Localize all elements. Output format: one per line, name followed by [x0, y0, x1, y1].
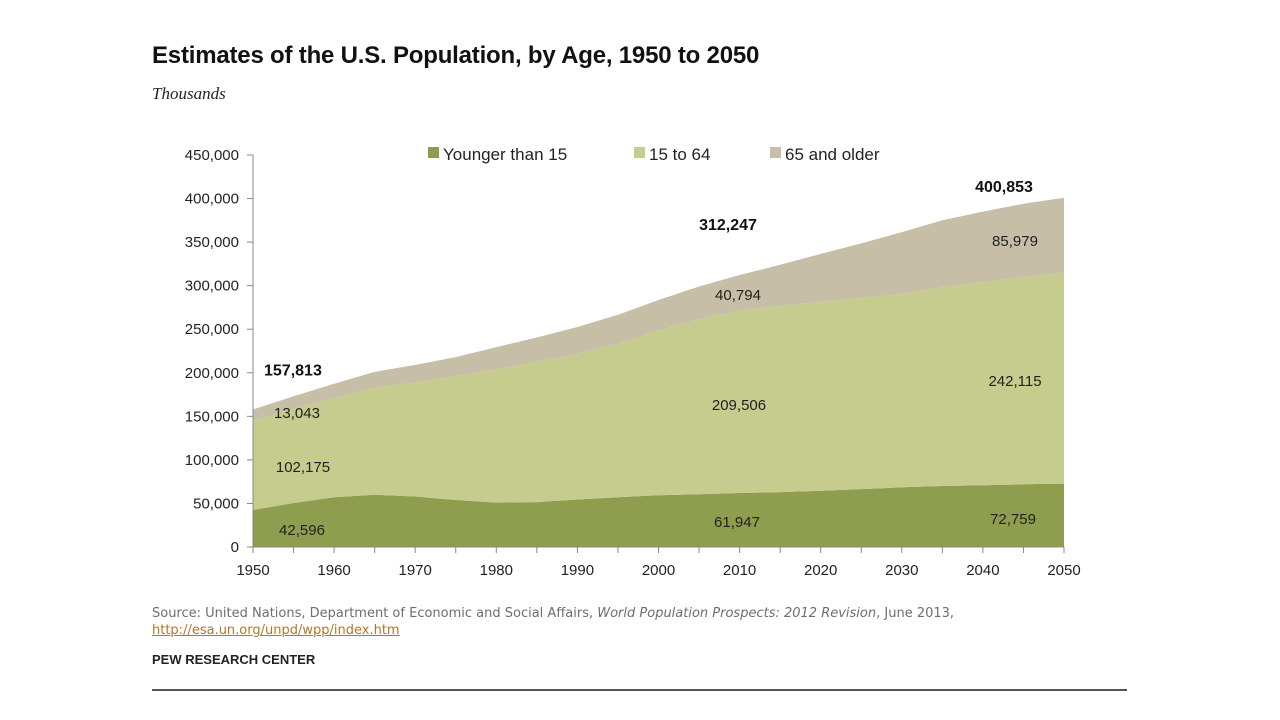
y-tick-label: 200,000 [185, 365, 239, 382]
legend-label-2: 15 to 64 [649, 145, 710, 164]
value-label: 209,506 [712, 397, 766, 414]
x-tick-label: 1970 [399, 562, 432, 579]
y-tick-label: 350,000 [185, 234, 239, 251]
chart-subtitle: Thousands [152, 84, 226, 103]
value-label: 13,043 [274, 405, 320, 422]
y-tick-label: 50,000 [193, 495, 239, 512]
value-label: 42,596 [279, 522, 325, 539]
y-tick-label: 300,000 [185, 278, 239, 295]
y-tick-label: 100,000 [185, 452, 239, 469]
y-tick-label: 450,000 [185, 147, 239, 164]
x-tick-label: 2050 [1047, 562, 1080, 579]
legend-label-1: Younger than 15 [443, 145, 567, 164]
area-series-2 [253, 272, 1064, 510]
legend-swatch-1 [428, 147, 439, 158]
value-label: 85,979 [992, 233, 1038, 250]
y-tick-label: 0 [231, 539, 239, 556]
y-tick-label: 400,000 [185, 191, 239, 208]
total-label: 312,247 [699, 217, 757, 234]
value-label: 72,759 [990, 511, 1036, 528]
x-tick-label: 1990 [561, 562, 594, 579]
value-label: 242,115 [988, 373, 1041, 390]
legend-swatch-2 [634, 147, 645, 158]
x-tick-label: 2010 [723, 562, 756, 579]
x-tick-label: 2020 [804, 562, 837, 579]
source-prefix: Source: United Nations, Department of Ec… [152, 606, 594, 621]
value-label: 61,947 [714, 514, 760, 531]
total-label: 400,853 [975, 179, 1033, 196]
bottom-rule [152, 689, 1127, 691]
source-suffix: , June 2013, [876, 606, 955, 621]
area-series-1 [253, 483, 1064, 547]
x-tick-label: 2000 [642, 562, 675, 579]
x-tick-label: 2030 [885, 562, 918, 579]
total-label: 157,813 [264, 363, 322, 380]
x-tick-label: 1960 [317, 562, 350, 579]
population-area-chart: 0 50,000 100,000 150,000 200,000 250,000 300,0… [185, 145, 1081, 579]
legend-label-3: 65 and older [785, 145, 880, 164]
chart-title: Estimates of the U.S. Population, by Age… [152, 42, 760, 69]
y-tick-label: 150,000 [185, 408, 239, 425]
x-tick-label: 1980 [480, 562, 513, 579]
value-label: 40,794 [715, 287, 761, 304]
legend-swatch-3 [770, 147, 781, 158]
value-label: 102,175 [276, 459, 330, 476]
x-tick-label: 1950 [236, 562, 269, 579]
x-tick-label: 2040 [966, 562, 999, 579]
pew-research-center-brand: PEW RESEARCH CENTER [152, 652, 316, 667]
source-link[interactable]: http://esa.un.org/unpd/wpp/index.htm [152, 623, 400, 638]
source-note: Source: United Nations, Department of Ec… [152, 605, 954, 639]
source-publication: World Population Prospects: 2012 Revisio… [597, 606, 877, 621]
y-tick-label: 250,000 [185, 321, 239, 338]
area-series-3 [253, 197, 1064, 421]
